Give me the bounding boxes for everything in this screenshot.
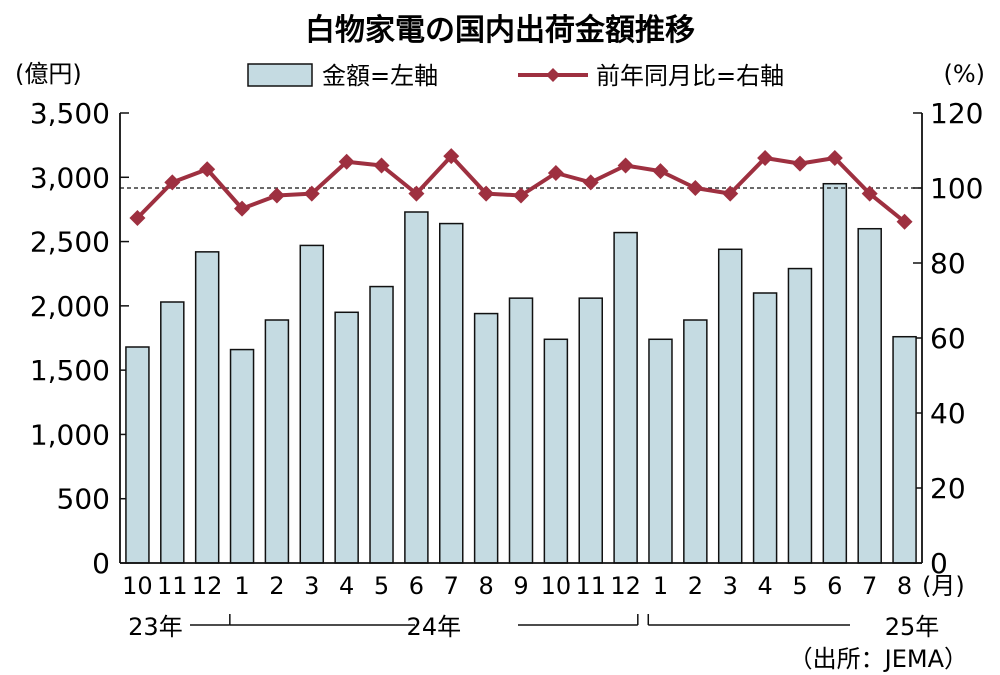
- x-tick-label: 3: [304, 572, 319, 600]
- x-tick-label: 1: [234, 572, 249, 600]
- right-axis-tick-label: 40: [930, 397, 966, 430]
- bar: [543, 338, 569, 564]
- right-axis-tick-label: 100: [930, 172, 983, 205]
- legend-line-marker: [546, 68, 560, 82]
- month-unit: (月): [922, 572, 965, 600]
- legend: 金額=左軸 前年同月比=右軸: [247, 62, 784, 90]
- bar: [369, 285, 394, 564]
- bar: [892, 335, 917, 564]
- left-axis-tick-label: 0: [92, 547, 110, 580]
- x-tick-label: 7: [444, 572, 459, 600]
- yoy-point: [547, 165, 564, 181]
- bar: [508, 297, 534, 564]
- bar: [439, 222, 464, 564]
- yoy-point: [861, 185, 878, 202]
- right-axis-unit: (%): [943, 60, 985, 88]
- yoy-point: [757, 150, 774, 166]
- x-tick-label: 6: [827, 572, 842, 600]
- yoy-point: [408, 185, 425, 202]
- bar: [194, 251, 220, 564]
- yoy-point: [199, 161, 216, 178]
- yoy-point: [513, 187, 529, 204]
- x-tick-label: 12: [610, 572, 641, 600]
- bar: [857, 227, 882, 564]
- left-axis-tick-label: 1,000: [30, 418, 110, 451]
- left-axis-tick-label: 3,000: [30, 161, 110, 194]
- bar: [717, 248, 743, 564]
- year-label: 25年: [885, 613, 940, 641]
- source-note: （出所：JEMA）: [789, 645, 968, 673]
- x-tick-label: 12: [192, 572, 223, 600]
- x-tick-label: 3: [723, 572, 738, 600]
- bar: [160, 301, 185, 564]
- x-tick-label: 11: [575, 572, 606, 600]
- x-tick-label: 8: [478, 572, 493, 600]
- bar: [264, 319, 290, 564]
- x-tick-label: 5: [374, 572, 389, 600]
- right-axis-tick-label: 60: [930, 322, 966, 355]
- yoy-point: [478, 185, 495, 202]
- x-tick-label: 2: [688, 572, 703, 600]
- legend-line-label: 前年同月比=右軸: [596, 62, 784, 90]
- left-axis-tick-label: 2,000: [30, 290, 110, 323]
- x-tick-label: 7: [862, 572, 877, 600]
- left-axis-tick-label: 1,500: [30, 354, 110, 387]
- bar: [613, 231, 638, 564]
- x-tick-label: 6: [409, 572, 424, 600]
- left-axis-tick-label: 2,500: [30, 226, 110, 259]
- x-tick-label: 10: [122, 572, 153, 600]
- x-tick-label: 9: [513, 572, 528, 600]
- yoy-point: [303, 185, 320, 202]
- x-tick-label: 11: [157, 572, 188, 600]
- right-axis-tick-label: 0: [930, 547, 948, 580]
- x-tick-label: 2: [269, 572, 284, 600]
- yoy-point: [826, 150, 843, 166]
- yoy-point: [164, 174, 181, 191]
- yoy-point: [338, 153, 355, 170]
- bar: [125, 346, 150, 564]
- yoy-point: [582, 174, 599, 191]
- yoy-point: [722, 185, 739, 202]
- yoy-point: [234, 200, 251, 217]
- x-tick-label: 4: [339, 572, 354, 600]
- bar: [473, 312, 499, 564]
- plot-area: 0 500 1,000 1,500 2,000 2,500 3,000 3,500 0 20 40 6…: [30, 97, 984, 641]
- year-label: 23年: [128, 613, 183, 641]
- year-label: 24年: [407, 613, 462, 641]
- right-axis-tick-label: 80: [930, 247, 966, 280]
- yoy-point: [791, 155, 808, 172]
- bar: [578, 297, 603, 564]
- bar: [299, 244, 325, 564]
- bar: [334, 311, 359, 564]
- legend-bar-swatch: [247, 63, 313, 87]
- bar: [229, 348, 255, 564]
- left-axis-unit: (億円): [15, 60, 82, 88]
- bar: [822, 182, 848, 564]
- yoy-point: [129, 210, 146, 226]
- yoy-point: [652, 163, 669, 180]
- yoy-point: [896, 213, 913, 230]
- x-tick-label: 1: [653, 572, 668, 600]
- left-axis-tick-label: 3,500: [30, 97, 110, 130]
- yoy-point: [617, 157, 634, 174]
- legend-bar-label: 金額=左軸: [322, 62, 438, 90]
- right-axis-tick-label: 120: [930, 97, 983, 130]
- chart-title: 白物家電の国内出荷金額推移: [305, 13, 695, 48]
- x-tick-label: 5: [792, 572, 807, 600]
- yoy-point: [268, 187, 285, 204]
- yoy-point: [373, 157, 390, 174]
- x-tick-label: 10: [541, 572, 572, 600]
- left-axis-tick-label: 500: [57, 483, 110, 516]
- yoy-point: [687, 180, 704, 196]
- yoy-point: [443, 148, 460, 165]
- bar: [648, 338, 673, 564]
- x-tick-label: 8: [897, 572, 912, 600]
- bar: [752, 292, 778, 564]
- bar: [787, 267, 813, 564]
- bar: [404, 211, 429, 564]
- right-axis-tick-label: 20: [930, 472, 966, 505]
- bar: [683, 319, 708, 564]
- x-tick-label: 4: [757, 572, 772, 600]
